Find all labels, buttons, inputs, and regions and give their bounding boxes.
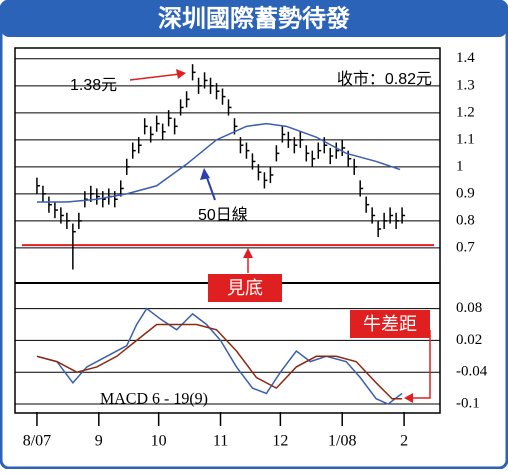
- bottom-box: [208, 274, 282, 302]
- chart-title: 深圳國際蓄勢待發: [158, 5, 350, 32]
- y-tick-label: 0.08: [456, 300, 482, 316]
- y-tick-label: 1.4: [456, 50, 475, 66]
- y-tick-label: 1: [456, 158, 464, 174]
- series-line: [36, 323, 403, 400]
- bottom-label: 見底: [227, 278, 263, 298]
- gap-box: [350, 310, 430, 338]
- x-tick-label: 1/08: [328, 433, 356, 450]
- y-tick-label: 0.8: [456, 212, 475, 228]
- arrow: [412, 330, 431, 399]
- arrow: [129, 73, 181, 81]
- x-tick-label: 12: [272, 433, 288, 450]
- x-tick-label: 11: [213, 433, 228, 450]
- arrowhead: [243, 248, 253, 258]
- arrowhead: [176, 69, 186, 79]
- x-tick-label: 9: [95, 433, 103, 450]
- ma-line: [36, 122, 401, 203]
- y-tick-label: -0.1: [456, 395, 480, 411]
- arrowhead: [200, 168, 210, 180]
- arrow: [205, 174, 216, 201]
- x-tick-label: 2: [400, 433, 408, 450]
- y-tick-label: -0.04: [456, 364, 488, 380]
- series-line: [36, 307, 403, 405]
- title-bar: [1, 1, 507, 37]
- arrowhead: [404, 393, 413, 403]
- y-tick-label: 1.3: [456, 77, 475, 93]
- y-tick-label: 1.2: [456, 104, 475, 120]
- plot-frame: [14, 47, 441, 414]
- ma-label: 50日線: [198, 206, 248, 224]
- close-label: 收市：0.82元: [337, 70, 432, 88]
- x-tick-label: 10: [151, 433, 167, 450]
- x-tick-label: 8/07: [23, 433, 51, 450]
- gap-label: 牛差距: [363, 314, 417, 334]
- y-tick-label: 0.02: [456, 332, 482, 348]
- peak-label: 1.38元: [70, 77, 117, 94]
- y-tick-label: 1.1: [456, 131, 475, 147]
- macd-label: MACD 6 - 19(9): [100, 391, 208, 408]
- y-tick-label: 0.7: [456, 239, 475, 255]
- y-tick-label: 0.9: [456, 185, 475, 201]
